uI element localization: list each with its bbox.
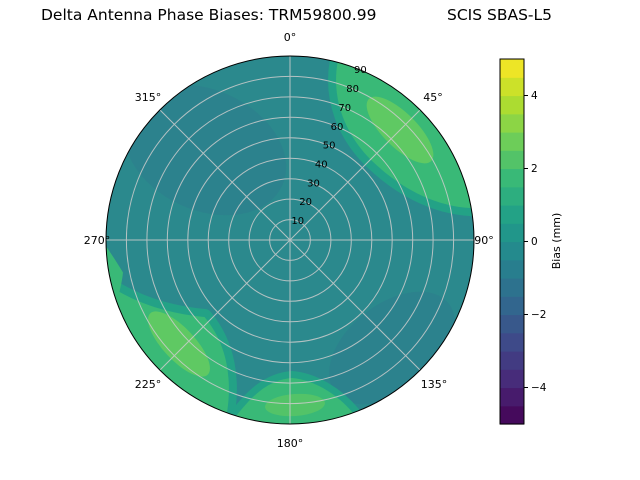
r-label-80: 80 — [346, 84, 359, 95]
colorbar-tick-label-4: 4 — [531, 90, 538, 102]
green-sliver-left — [106, 246, 123, 303]
colorbar-tick-label-0: 0 — [531, 236, 538, 248]
theta-label-0: 0° — [284, 31, 297, 44]
radial-tick-labels: 90 80 70 60 50 40 30 20 10 — [291, 65, 366, 227]
colorbar-band — [500, 351, 524, 370]
colorbar-tick-label-neg2: −2 — [531, 309, 546, 321]
colorbar-band — [500, 113, 524, 133]
colorbar-band — [500, 387, 524, 407]
colorbar-gradient — [500, 59, 524, 425]
theta-label-225: 225° — [135, 378, 162, 391]
r-label-60: 60 — [331, 122, 344, 133]
grid-spoke-315 — [159, 109, 291, 241]
r-label-40: 40 — [315, 160, 328, 171]
colorbar-band — [500, 314, 524, 334]
r-label-30: 30 — [307, 179, 320, 190]
colorbar-tick-label-2: 2 — [531, 163, 538, 175]
colorbar-band — [500, 241, 524, 261]
dark-teal-patch-top-left — [123, 84, 287, 216]
colorbar-band — [500, 296, 524, 316]
theta-label-90: 90° — [474, 234, 494, 247]
chart-subtitle: SCIS SBAS-L5 — [447, 6, 552, 24]
colorbar-band — [500, 278, 524, 297]
grid-spoke-45 — [289, 109, 421, 241]
colorbar-band — [500, 95, 524, 115]
colorbar-band — [500, 223, 524, 243]
colorbar-band — [500, 186, 524, 206]
r-label-20: 20 — [299, 197, 312, 208]
theta-label-45: 45° — [423, 91, 443, 104]
r-label-50: 50 — [323, 141, 336, 152]
colorbar-tick-label-neg4: −4 — [531, 382, 547, 394]
grid-spoke-135 — [289, 239, 421, 371]
colorbar-axis-label: Bias (mm) — [550, 213, 563, 270]
colorbar-band — [500, 168, 524, 188]
r-label-90: 90 — [354, 65, 367, 76]
theta-label-180: 180° — [277, 437, 304, 450]
colorbar-ticks — [524, 95, 528, 388]
colorbar-band — [500, 77, 524, 97]
polar-grid — [106, 56, 474, 424]
theta-label-315: 315° — [135, 91, 162, 104]
r-label-10: 10 — [291, 216, 304, 227]
r-label-70: 70 — [338, 103, 351, 114]
colorbar-band — [500, 332, 524, 352]
theta-label-135: 135° — [421, 378, 448, 391]
theta-label-270: 270° — [84, 234, 111, 247]
colorbar-band — [500, 132, 524, 151]
chart-title: Delta Antenna Phase Biases: TRM59800.99 — [41, 6, 376, 24]
green-patch-bottom-left-core — [148, 311, 210, 377]
grid-spoke-225 — [159, 239, 291, 371]
colorbar-band — [500, 369, 524, 389]
colorbar-band — [500, 405, 524, 425]
angular-tick-labels: 0° 45° 90° 135° 180° 225° 270° 315° — [84, 31, 494, 450]
colorbar-band — [500, 150, 524, 170]
colorbar-tick-labels: 4 2 0 −2 −4 — [531, 90, 547, 394]
green-patch-bottom-core — [265, 393, 325, 417]
polar-spine — [105, 55, 475, 425]
colorbar-band — [500, 259, 524, 279]
colorbar-band — [500, 59, 524, 78]
colorbar-band — [500, 205, 524, 224]
colorbar: 4 2 0 −2 −4 Bias (mm) — [499, 58, 563, 425]
